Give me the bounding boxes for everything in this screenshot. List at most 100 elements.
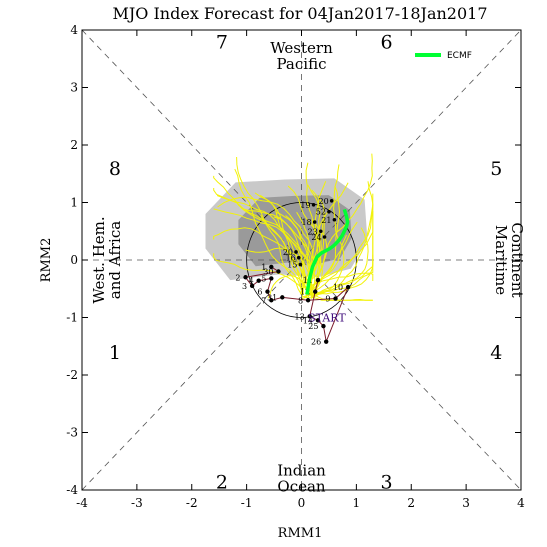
- forecast-day-point: [327, 209, 331, 214]
- region-right-line2: Continent: [508, 222, 526, 297]
- forecast-day-point: [322, 235, 327, 239]
- observed-point: [313, 289, 318, 294]
- observed-point: [315, 318, 321, 323]
- observed-point: [256, 278, 261, 283]
- observed-day-label: 4: [249, 277, 254, 286]
- y-tick-label: 0: [70, 253, 78, 267]
- start-label: START: [308, 312, 346, 325]
- observed-day-label: 9: [325, 295, 330, 304]
- phase-label: 6: [381, 32, 393, 54]
- observed-day-label: 7: [261, 296, 266, 305]
- forecast-day-label: 20: [318, 197, 328, 206]
- observed-day-label: 6: [257, 288, 262, 297]
- observed-day-label: 3: [242, 282, 247, 291]
- forecast-day-label: 16: [286, 254, 296, 263]
- chart-title: MJO Index Forecast for 04Jan2017-18Jan20…: [112, 4, 487, 23]
- region-top-line1: Western: [270, 39, 333, 57]
- observed-day-label: 26: [311, 338, 321, 347]
- observed-point: [249, 283, 255, 289]
- forecast-day-point: [312, 220, 317, 224]
- y-tick-label: 1: [70, 196, 78, 210]
- forecast-day-point: [329, 198, 334, 203]
- y-tick-label: 4: [70, 23, 78, 37]
- ensemble-member-line: [213, 253, 304, 290]
- ensemble-member-line: [312, 227, 369, 296]
- x-tick-label: -3: [131, 496, 143, 510]
- x-tick-label: 2: [407, 496, 415, 510]
- observed-day-label: 14: [303, 316, 313, 325]
- forecast-day-point: [294, 250, 298, 254]
- ensemble-member-line: [305, 162, 323, 293]
- y-axis-label: RMM2: [39, 238, 54, 283]
- x-tick-label: -4: [76, 496, 88, 510]
- region-left-line2: and Africa: [106, 221, 124, 299]
- phase-label: 1: [109, 342, 121, 364]
- forecast-day-label: 21: [321, 216, 331, 225]
- phase-label: 8: [109, 158, 121, 180]
- ensemble-member-line: [311, 204, 374, 294]
- ensemble-member-line: [259, 194, 308, 299]
- forecast-day-label: 19: [300, 201, 310, 210]
- x-tick-label: -2: [186, 496, 198, 510]
- forecast-day-label: 24: [311, 233, 321, 242]
- x-tick-label: 4: [517, 496, 525, 510]
- observed-point: [321, 323, 326, 329]
- forecast-day-point: [311, 203, 316, 207]
- diagonal-guide-1: [81, 29, 522, 491]
- observed-point: [269, 276, 274, 281]
- observed-day-label: 30: [263, 268, 273, 277]
- ensemble-member-line: [217, 196, 314, 295]
- forecast-day-label: 15: [287, 261, 297, 270]
- diagonal-guide-2: [81, 29, 522, 491]
- ensemble-member-line: [267, 275, 313, 299]
- observed-day-label: 2: [235, 273, 240, 282]
- observed-day-label: 13: [295, 312, 305, 321]
- y-tick-label: 3: [70, 81, 78, 95]
- phase-label: 7: [216, 32, 228, 54]
- y-tick-label: -2: [66, 368, 78, 382]
- observed-day-label: 31: [267, 293, 277, 302]
- observed-point: [265, 289, 270, 294]
- ensemble-member-line: [213, 175, 304, 297]
- y-tick-label: -4: [66, 483, 78, 497]
- observed-day-label: 8: [298, 296, 303, 305]
- ensemble-member-line: [308, 272, 374, 287]
- observed-point: [280, 295, 285, 300]
- forecast-day-point: [318, 229, 323, 234]
- x-tick-label: 0: [298, 496, 306, 510]
- x-tick-label: 3: [462, 496, 470, 510]
- forecast-day-point: [298, 262, 303, 267]
- forecast-day-point: [296, 255, 301, 260]
- observed-point: [276, 269, 281, 274]
- legend: ECMF: [415, 51, 472, 61]
- phase-label: 5: [490, 158, 502, 180]
- observed-point: [333, 296, 338, 301]
- observed-point: [305, 298, 311, 303]
- region-top-line2: Pacific: [277, 55, 327, 73]
- forecast-day-label: 52: [316, 208, 326, 217]
- observed-day-label: 10: [333, 283, 343, 292]
- observed-point: [315, 277, 321, 283]
- forecast-day-label: 18: [301, 218, 311, 227]
- y-tick-label: 2: [70, 138, 78, 152]
- observed-point: [307, 314, 312, 319]
- region-bottom-line1: Indian: [277, 462, 326, 480]
- y-tick-label: -1: [66, 311, 78, 325]
- observed-day-label: 5: [261, 274, 266, 283]
- phase-label: 4: [490, 342, 502, 364]
- region-left-line1: West. Hem.: [90, 216, 108, 303]
- unit-circle: [246, 202, 357, 318]
- x-tick-label: 1: [353, 496, 361, 510]
- ensemble-member-line: [241, 207, 311, 295]
- plot-data-layer: 111213142526109831765432301START20195221…: [213, 153, 374, 347]
- ensemble-member-line: [234, 168, 305, 295]
- observed-point: [269, 264, 274, 270]
- observed-day-label: 1: [261, 263, 266, 272]
- ensemble-member-line: [308, 292, 373, 301]
- ensemble-member-line: [213, 188, 316, 288]
- ensemble-member-line: [307, 181, 327, 296]
- phase-label: 3: [381, 471, 393, 493]
- forecast-day-label: 23: [308, 227, 318, 236]
- x-tick-label: -1: [241, 496, 253, 510]
- ensemble-member-line: [301, 153, 373, 286]
